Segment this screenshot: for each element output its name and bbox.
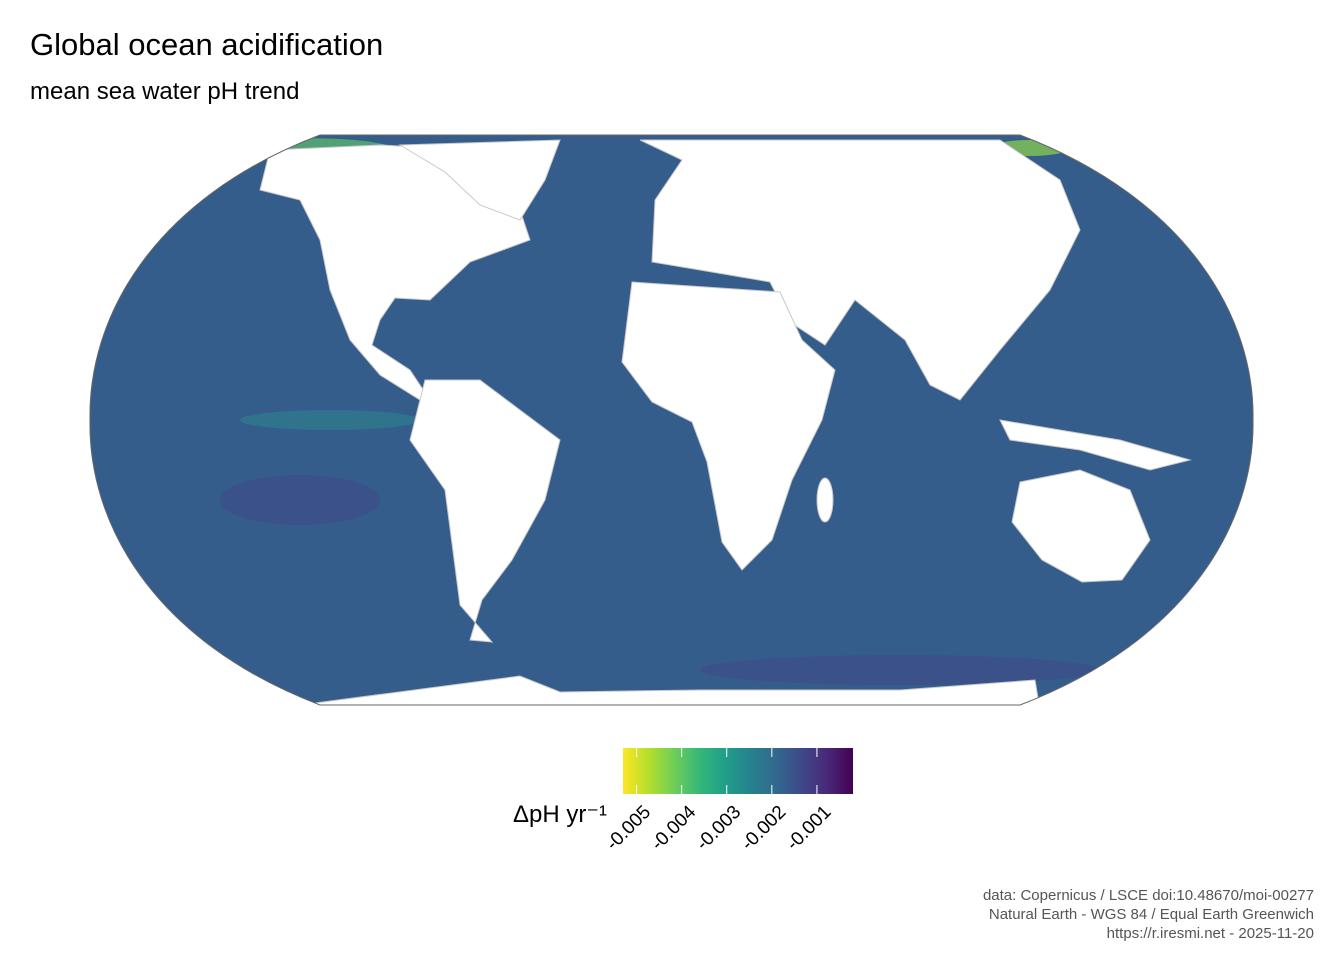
australia bbox=[1011, 469, 1151, 583]
caption-line: data: Copernicus / LSCE doi:10.48670/moi… bbox=[983, 887, 1314, 904]
greenland bbox=[398, 139, 561, 221]
map-outline bbox=[89, 134, 1254, 706]
caption-line: https://r.iresmi.net - 2025-11-20 bbox=[1107, 925, 1314, 942]
colorbar bbox=[623, 748, 853, 794]
africa bbox=[621, 281, 836, 571]
ocean-patch bbox=[700, 655, 1100, 685]
south-america bbox=[409, 379, 561, 643]
tick-label: -0.004 bbox=[647, 801, 700, 854]
antarctica bbox=[299, 675, 1041, 705]
subtitle: mean sea water pH trend bbox=[30, 78, 299, 105]
legend-title: ΔpH yr⁻¹ bbox=[513, 801, 607, 828]
tick-label: -0.002 bbox=[737, 802, 790, 855]
tick-label: -0.003 bbox=[692, 802, 745, 855]
tick-label: -0.005 bbox=[602, 802, 655, 855]
caption-line: Natural Earth - WGS 84 / Equal Earth Gre… bbox=[989, 906, 1314, 923]
title: Global ocean acidification bbox=[30, 27, 383, 62]
eurasia bbox=[639, 139, 1081, 401]
madagascar bbox=[816, 477, 834, 523]
indonesia bbox=[999, 419, 1192, 471]
ocean-patch bbox=[240, 410, 420, 430]
map bbox=[89, 135, 1254, 705]
ocean-patch bbox=[220, 475, 380, 525]
tick-label: -0.001 bbox=[783, 802, 836, 855]
